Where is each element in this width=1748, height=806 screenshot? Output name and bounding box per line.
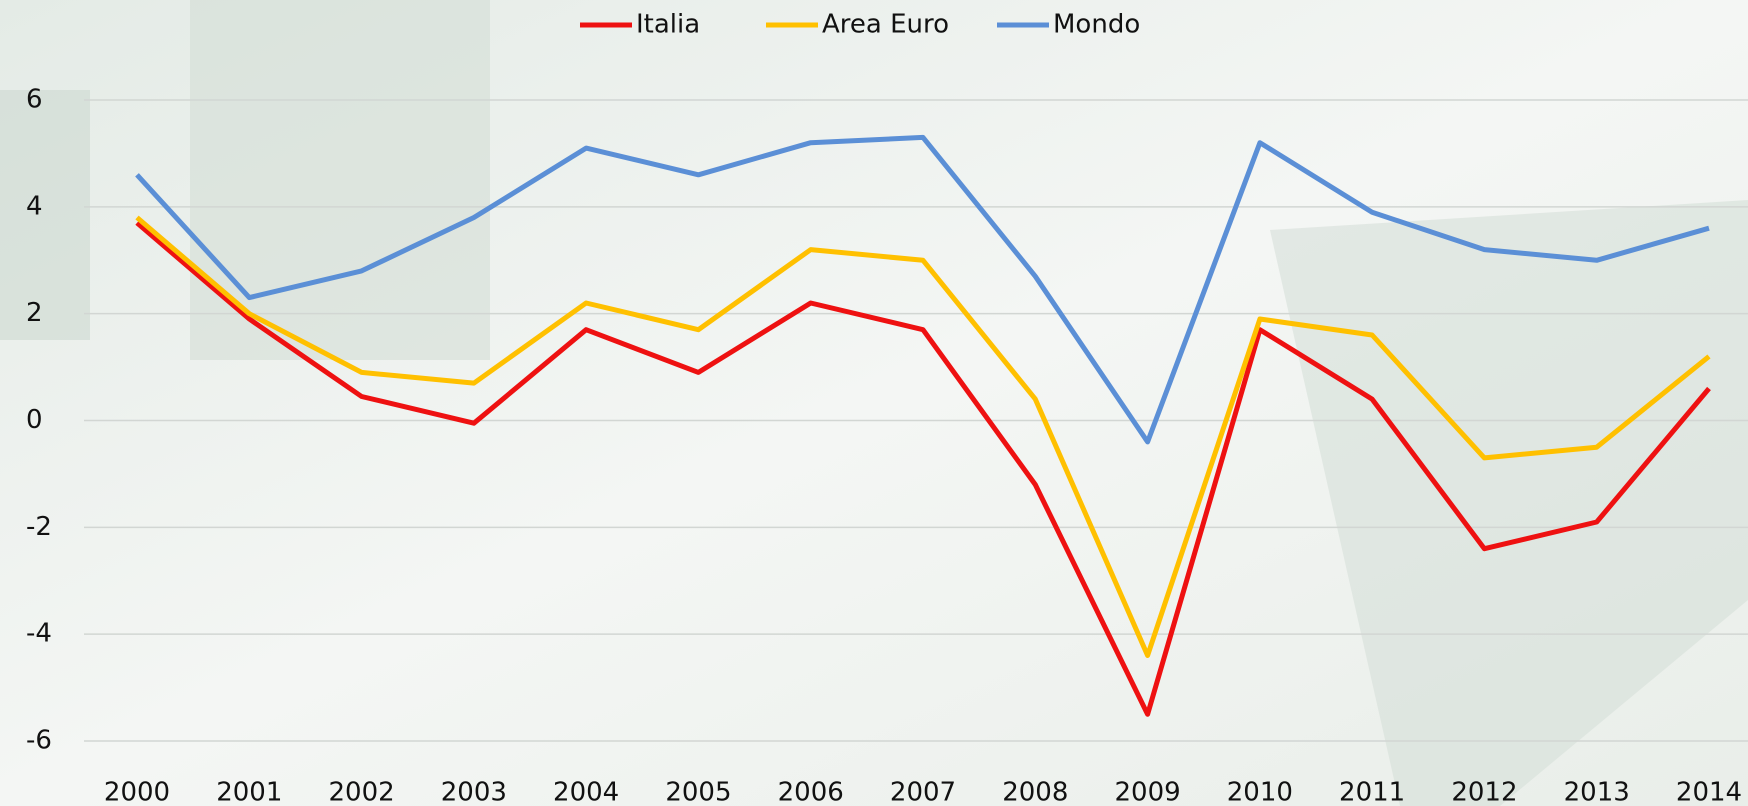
line-series xyxy=(135,215,1711,658)
legend-label: Italia xyxy=(636,10,700,40)
y-tick-label: -2 xyxy=(26,512,52,542)
line-series xyxy=(135,221,1711,717)
legend-label: Area Euro xyxy=(822,10,949,40)
x-tick-label: 2012 xyxy=(1451,778,1517,806)
x-tick-label: 2000 xyxy=(104,778,170,806)
line-series xyxy=(135,134,1710,445)
x-tick-label: 2006 xyxy=(778,778,844,806)
x-tick-label: 2010 xyxy=(1227,778,1293,806)
x-tick-label: 2009 xyxy=(1114,778,1180,806)
x-tick-label: 2005 xyxy=(665,778,731,806)
x-tick-label: 2004 xyxy=(553,778,619,806)
x-tick-label: 2003 xyxy=(441,778,507,806)
x-tick-label: 2002 xyxy=(328,778,394,806)
background-shape xyxy=(190,0,490,360)
y-tick-label: 2 xyxy=(26,298,43,328)
y-tick-label: 0 xyxy=(26,405,43,435)
x-tick-label: 2011 xyxy=(1339,778,1405,806)
x-tick-label: 2013 xyxy=(1564,778,1630,806)
y-tick-label: -4 xyxy=(26,619,52,649)
legend-label: Mondo xyxy=(1053,10,1140,40)
y-tick-label: 6 xyxy=(26,85,43,115)
y-tick-label: -6 xyxy=(26,726,52,756)
x-tick-label: 2008 xyxy=(1002,778,1068,806)
x-tick-label: 2014 xyxy=(1676,778,1742,806)
x-tick-label: 2001 xyxy=(216,778,282,806)
y-tick-label: 4 xyxy=(26,191,43,221)
background-shape xyxy=(0,90,90,340)
x-tick-label: 2007 xyxy=(890,778,956,806)
